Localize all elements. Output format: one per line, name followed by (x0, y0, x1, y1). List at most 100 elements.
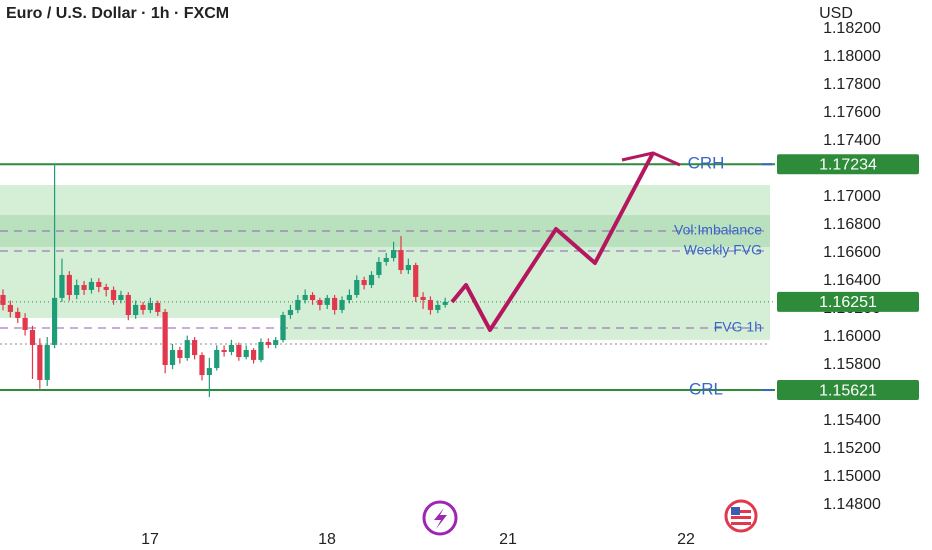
candle-body (88, 281, 95, 290)
candle-body (184, 340, 190, 358)
candle-body (15, 311, 21, 318)
candle-body (118, 294, 124, 301)
candle-body (199, 355, 205, 376)
currency: USD (819, 5, 853, 22)
price-badge (777, 154, 919, 175)
price-badge (777, 380, 919, 401)
candle-body (103, 287, 109, 290)
zone (0, 184, 770, 340)
candle-body (206, 368, 212, 376)
y-tick-label: 1.14800 (823, 496, 881, 513)
y-tick-label: 1.18200 (823, 20, 881, 37)
y-tick-label: 1.18000 (823, 48, 881, 65)
candle-body (280, 315, 286, 341)
y-tick-label: 1.17000 (823, 188, 881, 205)
candle-body (7, 304, 13, 312)
candle-body (383, 258, 389, 262)
y-tick-label: 1.16000 (823, 328, 881, 345)
candle-body (81, 285, 87, 290)
candle-body (250, 350, 257, 360)
candle-body (110, 289, 117, 301)
y-tick-label: 1.16600 (823, 244, 881, 261)
candle-body (287, 309, 294, 315)
candle-body (228, 344, 235, 352)
candle-body (221, 350, 227, 352)
candle-body (309, 294, 316, 301)
projection-arrow (621, 151, 681, 167)
price-badge-label: 1.16251 (819, 294, 877, 311)
price-badge (777, 291, 919, 312)
candle-body (442, 301, 448, 305)
candle-body (177, 350, 183, 358)
candle-body (236, 344, 242, 357)
candle-body (0, 294, 6, 305)
candle-body (74, 285, 80, 295)
event-icon[interactable] (422, 500, 458, 536)
candle-body (420, 296, 426, 301)
annotation-label: Vol:Imbalance (674, 222, 762, 238)
candle-body (413, 265, 419, 297)
candle-body (339, 300, 345, 310)
candle-body (391, 250, 397, 259)
price-badge-label: 1.15621 (819, 382, 877, 399)
candle-body (214, 350, 220, 369)
candle-body (169, 350, 176, 365)
level-name: CRL (689, 380, 723, 399)
candle-body (405, 265, 411, 271)
candle-body (96, 281, 102, 287)
candle-body (317, 300, 323, 305)
candle-body (368, 274, 375, 286)
y-tick-label: 1.17800 (823, 76, 881, 93)
y-tick-label: 1.16400 (823, 272, 881, 289)
candle-body (332, 297, 338, 310)
candle-body (265, 342, 271, 345)
y-tick-label: 1.15400 (823, 412, 881, 429)
plot: Vol:Imbalance Weekly FVG FVG 1h CRH CRL (0, 154, 775, 399)
candle-body (435, 304, 441, 310)
candle-body (376, 261, 382, 275)
candle-body (155, 302, 161, 312)
candle-body (29, 329, 36, 345)
candle-body (346, 294, 352, 301)
y-tick-label: 1.17600 (823, 104, 881, 121)
projection-path (450, 152, 655, 332)
candle-body (133, 304, 139, 315)
price-badge-label: 1.17234 (819, 156, 877, 173)
candle-body (427, 300, 434, 310)
y-tick-label: 1.15800 (823, 356, 881, 373)
y-tick-label: 1.15000 (823, 468, 881, 485)
x-tick-label: 17 (141, 531, 159, 548)
annotation-label: FVG 1h (714, 319, 762, 335)
candle-body (273, 340, 279, 345)
flag-icon[interactable] (724, 499, 758, 533)
candle-body (192, 340, 198, 356)
x-tick-label: 21 (499, 531, 517, 548)
x-tick-label: 22 (677, 531, 695, 548)
candle-body (59, 274, 65, 298)
candle-body (354, 280, 360, 295)
y-tick-label: 1.16800 (823, 216, 881, 233)
candle-body (44, 344, 50, 380)
candle-body (243, 350, 249, 357)
y-tick-label: 1.15200 (823, 440, 881, 457)
annotation-label: Weekly FVG (684, 242, 762, 258)
candle-body (162, 311, 168, 365)
candle-body (295, 300, 301, 310)
candle-body (398, 250, 404, 271)
candle-body (361, 280, 367, 286)
candle-body (258, 342, 264, 360)
x-tick-label: 18 (318, 531, 336, 548)
candle-body (140, 304, 146, 310)
candle-body (324, 297, 330, 305)
candle-body (66, 274, 72, 295)
candle-body (302, 294, 308, 301)
candle-body (125, 294, 131, 315)
candle-body (37, 344, 43, 380)
level-name: CRH (688, 154, 725, 173)
chart-title: Euro / U.S. Dollar · 1h · FXCM (6, 5, 229, 22)
y-tick-label: 1.17400 (823, 132, 881, 149)
candle-body (51, 297, 58, 345)
candle-body (147, 302, 153, 310)
candle-body (22, 317, 28, 330)
